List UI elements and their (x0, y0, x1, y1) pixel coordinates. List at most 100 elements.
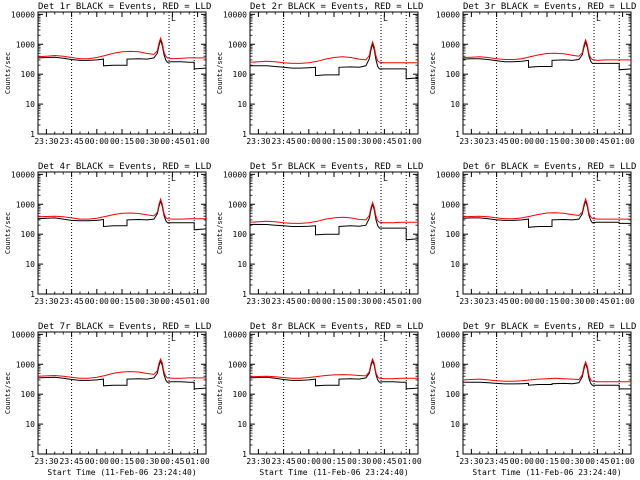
y-tick-label: 10 (450, 100, 460, 109)
x-tick-label: 00:30 (347, 137, 371, 146)
x-tick-label: 00:30 (347, 297, 371, 306)
x-tick-label: 00:00 (510, 457, 534, 466)
y-tick-label: 1 (30, 450, 35, 459)
x-tick-label: 00:15 (110, 457, 134, 466)
x-tick-label: 00:30 (135, 137, 159, 146)
chart-panel-5: Det 5r BLACK = Events, RED = LLD 1 10 100 10… (216, 162, 423, 306)
y-tick-label: 10 (25, 420, 35, 429)
y-tick-label: 1000 (16, 200, 35, 209)
chart-panel-3: Det 3r BLACK = Events, RED = LLD 1 10 100 10… (429, 2, 636, 146)
x-tick-label: 01:00 (186, 137, 210, 146)
series-lld-line (38, 36, 206, 60)
y-tick-label: 100 (446, 70, 461, 79)
y-tick-label: 1000 (228, 40, 247, 49)
x-tick-label: 00:45 (585, 137, 609, 146)
x-tick-label: 00:45 (372, 297, 396, 306)
x-tick-label: 23:30 (246, 137, 270, 146)
x-tick-label: 23:45 (60, 457, 84, 466)
x-tick-label: 01:00 (398, 137, 422, 146)
x-tick-label: 00:00 (297, 297, 321, 306)
series-lld-line (38, 197, 206, 220)
x-axis-label: Start Time (11-Feb-06 23:24:40) (47, 468, 196, 477)
x-tick-label: 23:30 (459, 297, 483, 306)
series-events-line (38, 199, 206, 231)
y-axis-label: Counts/sec (216, 372, 224, 414)
x-tick-label: 00:00 (297, 457, 321, 466)
y-tick-label: 1000 (441, 200, 460, 209)
chart-panel-6: Det 6r BLACK = Events, RED = LLD 1 10 100 10… (429, 162, 636, 306)
y-tick-label: 10 (237, 420, 247, 429)
series-events-line (463, 361, 631, 390)
x-tick-label: 01:00 (186, 297, 210, 306)
y-axis-label: Counts/sec (216, 52, 224, 94)
interval-marker-label: L (171, 174, 176, 183)
y-tick-label: 1 (30, 130, 35, 139)
x-tick-label: 00:15 (535, 297, 559, 306)
y-tick-label: 100 (446, 230, 461, 239)
y-tick-label: 1000 (441, 360, 460, 369)
x-tick-label: 23:30 (34, 137, 58, 146)
y-tick-label: 1 (455, 290, 460, 299)
y-tick-label: 100 (21, 390, 36, 399)
y-tick-label: 10000 (436, 10, 460, 19)
x-tick-label: 00:30 (135, 297, 159, 306)
x-tick-label: 00:00 (85, 297, 109, 306)
data-group (38, 357, 206, 390)
y-tick-label: 1000 (441, 40, 460, 49)
x-tick-label: 01:00 (186, 457, 210, 466)
x-tick-label: 00:45 (585, 457, 609, 466)
series-events-line (38, 359, 206, 390)
x-tick-label: 00:15 (110, 137, 134, 146)
y-tick-label: 100 (446, 390, 461, 399)
y-tick-label: 10000 (436, 170, 460, 179)
x-tick-label: 00:30 (347, 457, 371, 466)
y-tick-label: 100 (21, 70, 36, 79)
x-tick-label: 00:30 (560, 297, 584, 306)
y-axis-label: Counts/sec (429, 372, 437, 414)
x-tick-label: 23:30 (459, 457, 483, 466)
y-tick-label: 10000 (223, 330, 247, 339)
series-lld-line (463, 38, 631, 61)
y-tick-label: 10000 (223, 10, 247, 19)
x-tick-label: 23:45 (272, 297, 296, 306)
x-tick-label: 00:00 (85, 457, 109, 466)
interval-marker-label: L (596, 174, 601, 183)
x-tick-label: 00:00 (297, 137, 321, 146)
x-tick-label: 00:45 (160, 137, 184, 146)
chart-title: Det 2r BLACK = Events, RED = LLD (250, 2, 423, 12)
data-group (38, 36, 206, 70)
x-tick-label: 23:45 (485, 457, 509, 466)
x-tick-label: 23:30 (246, 297, 270, 306)
series-lld-line (250, 357, 418, 380)
data-group (250, 40, 418, 80)
y-tick-label: 1000 (228, 200, 247, 209)
interval-marker-label: L (383, 174, 388, 183)
y-tick-label: 1 (242, 130, 247, 139)
chart-title: Det 3r BLACK = Events, RED = LLD (463, 2, 636, 12)
y-tick-label: 1 (242, 290, 247, 299)
chart-panel-9: Det 9r BLACK = Events, RED = LLD 1 10 100 10… (429, 322, 636, 477)
x-tick-label: 00:45 (585, 297, 609, 306)
x-tick-label: 23:45 (60, 297, 84, 306)
x-tick-label: 00:45 (160, 297, 184, 306)
x-tick-label: 00:15 (322, 297, 346, 306)
x-tick-label: 00:30 (560, 457, 584, 466)
interval-marker-label: L (596, 334, 601, 343)
data-group (38, 197, 206, 231)
series-lld-line (250, 40, 418, 64)
interval-marker-label: L (171, 334, 176, 343)
series-lld-line (463, 197, 631, 220)
interval-marker-label: L (596, 14, 601, 23)
y-axis-label: Counts/sec (429, 212, 437, 254)
chart-title: Det 4r BLACK = Events, RED = LLD (38, 162, 211, 172)
chart-panel-4: Det 4r BLACK = Events, RED = LLD 1 10 100 10… (4, 162, 211, 306)
y-axis-label: Counts/sec (429, 52, 437, 94)
y-tick-label: 10000 (11, 170, 35, 179)
x-tick-label: 00:15 (535, 457, 559, 466)
chart-title: Det 8r BLACK = Events, RED = LLD (250, 322, 423, 332)
chart-panel-2: Det 2r BLACK = Events, RED = LLD 1 10 100 10… (216, 2, 423, 146)
y-tick-label: 1 (455, 130, 460, 139)
y-tick-label: 1000 (228, 360, 247, 369)
x-tick-label: 00:15 (322, 137, 346, 146)
